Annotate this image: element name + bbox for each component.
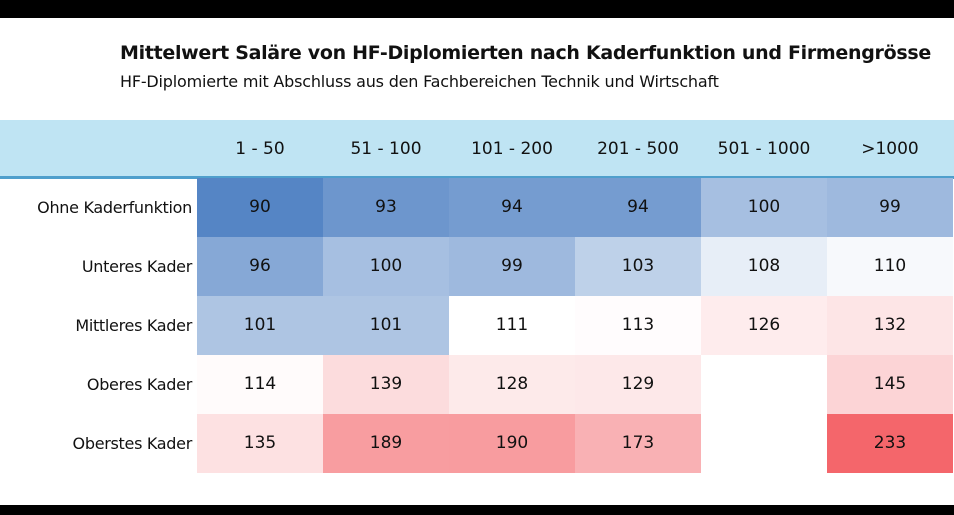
heatmap-cell: 135 — [197, 414, 323, 473]
column-header-band — [0, 120, 954, 179]
heatmap-cell: 93 — [323, 178, 449, 237]
heatmap-cell — [701, 414, 827, 473]
column-header: 51 - 100 — [350, 139, 422, 159]
row-label: Oberstes Kader — [72, 434, 193, 453]
heatmap-cell: 100 — [701, 178, 827, 237]
heatmap-cell: 94 — [449, 178, 575, 237]
heatmap-cell: 190 — [449, 414, 575, 473]
row-label: Mittleres Kader — [75, 316, 192, 335]
heatmap-cell: 101 — [323, 296, 449, 355]
heatmap-cell: 126 — [701, 296, 827, 355]
row-label: Unteres Kader — [81, 257, 192, 276]
heatmap-cell: 90 — [197, 178, 323, 237]
heatmap-cell: 99 — [827, 178, 953, 237]
row-label: Ohne Kaderfunktion — [37, 198, 192, 217]
heatmap-cell: 139 — [323, 355, 449, 414]
heatmap-cell: 114 — [197, 355, 323, 414]
heatmap-cell: 110 — [827, 237, 953, 296]
chart-subtitle: HF-Diplomierte mit Abschluss aus den Fac… — [120, 72, 719, 91]
top-bar — [0, 0, 954, 18]
heatmap-cell: 111 — [449, 296, 575, 355]
heatmap-cell: 128 — [449, 355, 575, 414]
heatmap-cell: 132 — [827, 296, 953, 355]
heatmap-cell: 108 — [701, 237, 827, 296]
heatmap-cell: 129 — [575, 355, 701, 414]
heatmap-cell: 145 — [827, 355, 953, 414]
heatmap-cell: 101 — [197, 296, 323, 355]
heatmap-cell — [701, 355, 827, 414]
row-label: Oberes Kader — [86, 375, 192, 394]
heatmap-cell: 103 — [575, 237, 701, 296]
column-header: 501 - 1000 — [717, 139, 811, 159]
column-header: 201 - 500 — [597, 139, 679, 159]
chart-title: Mittelwert Saläre von HF-Diplomierten na… — [120, 42, 931, 64]
heatmap-cell: 189 — [323, 414, 449, 473]
heatmap-cell: 173 — [575, 414, 701, 473]
heatmap-cell: 94 — [575, 178, 701, 237]
heatmap-cell: 113 — [575, 296, 701, 355]
column-header: >1000 — [861, 139, 919, 159]
heatmap-cell: 233 — [827, 414, 953, 473]
heatmap-cell: 100 — [323, 237, 449, 296]
column-header: 101 - 200 — [471, 139, 553, 159]
bottom-bar — [0, 505, 954, 515]
heatmap-cell: 96 — [197, 237, 323, 296]
column-header: 1 - 50 — [235, 139, 285, 159]
heatmap-cell: 99 — [449, 237, 575, 296]
